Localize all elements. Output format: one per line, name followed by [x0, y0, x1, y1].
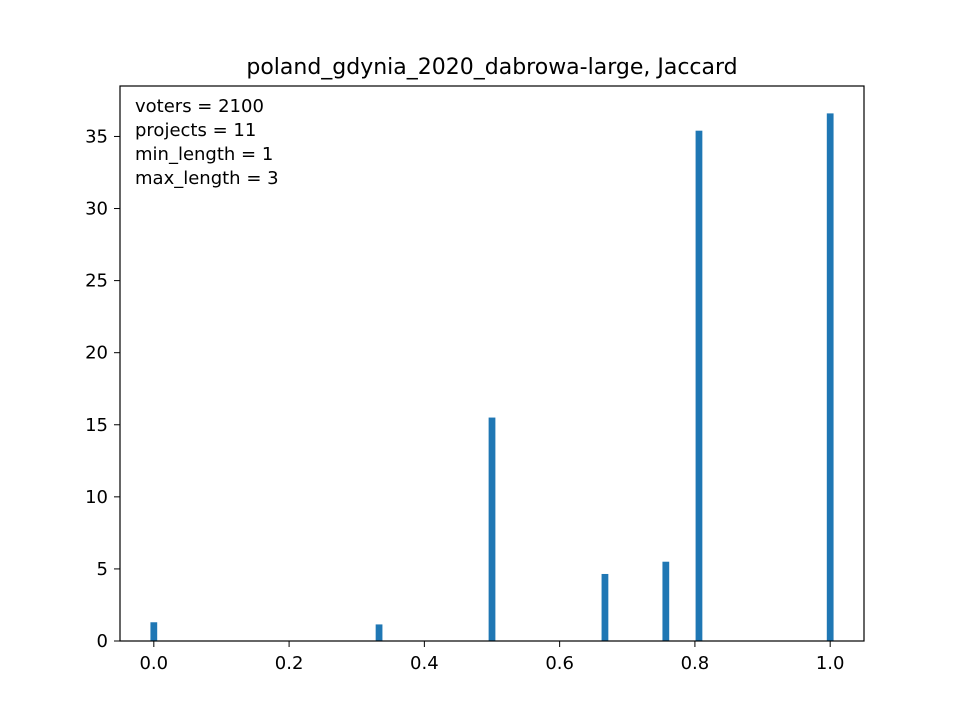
x-tick-label-3: 0.6: [545, 653, 574, 674]
x-ticks-group: 0.0 0.2 0.4 0.6 0.8 1.0: [139, 641, 845, 674]
x-tick-label-0: 0.0: [139, 653, 168, 674]
annotation-voters: voters = 2100: [135, 96, 264, 117]
x-tick-label-5: 1.0: [816, 653, 845, 674]
x-tick-label-1: 0.2: [275, 653, 304, 674]
y-tick-label-6: 30: [85, 199, 108, 220]
y-tick-label-2: 10: [85, 487, 108, 508]
y-tick-label-3: 15: [85, 415, 108, 436]
bar-0: [150, 622, 158, 641]
annotation-max-length: max_length = 3: [135, 168, 279, 189]
y-ticks-group: 0 5 10 15 20 25 30 35: [85, 126, 120, 652]
bar-5: [695, 130, 703, 642]
bars-group: [150, 113, 834, 642]
chart-title: poland_gdynia_2020_dabrowa-large, Jaccar…: [246, 55, 737, 80]
x-tick-label-4: 0.8: [681, 653, 710, 674]
bar-2: [488, 417, 496, 641]
annotation-projects: projects = 11: [135, 120, 256, 141]
y-tick-label-5: 25: [85, 271, 108, 292]
y-tick-label-0: 0: [97, 631, 108, 652]
axes-group: [119, 85, 865, 642]
y-tick-label-4: 20: [85, 343, 108, 364]
bar-4: [662, 561, 670, 641]
bar-3: [601, 573, 609, 641]
bar-1: [375, 624, 383, 641]
y-tick-label-1: 5: [97, 559, 108, 580]
annotation-min-length: min_length = 1: [135, 144, 273, 165]
y-tick-label-7: 35: [85, 126, 108, 147]
plot-frame: [119, 85, 865, 642]
bar-6: [826, 113, 834, 642]
x-tick-label-2: 0.4: [410, 653, 439, 674]
